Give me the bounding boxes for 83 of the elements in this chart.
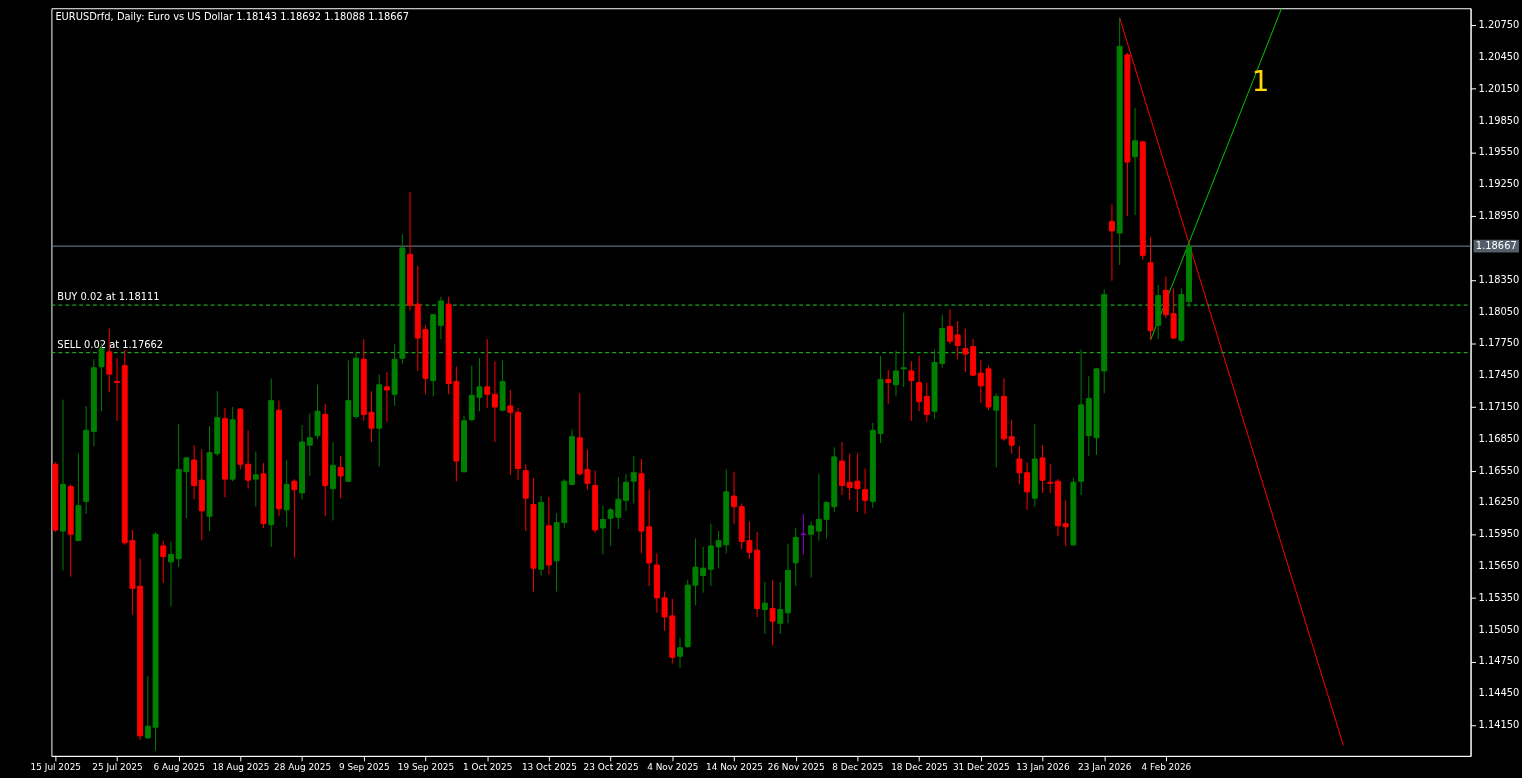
candlestick xyxy=(677,637,683,669)
candlestick xyxy=(252,451,259,508)
x-tick-label: 23 Oct 2025 xyxy=(583,762,639,773)
candlestick xyxy=(168,541,174,607)
x-tick-label: 23 Jan 2026 xyxy=(1078,762,1132,773)
candlestick xyxy=(160,540,167,584)
x-tick-label: 1 Oct 2025 xyxy=(463,762,513,773)
x-tick-label: 31 Dec 2025 xyxy=(952,762,1010,773)
candlestick xyxy=(291,478,298,559)
candlestick xyxy=(1062,499,1069,547)
y-tick-label: 1.16550 xyxy=(1478,464,1520,476)
candlestick xyxy=(630,455,637,504)
candlestick xyxy=(329,441,336,521)
candlestick xyxy=(731,471,737,525)
y-tick-label: 1.20150 xyxy=(1478,82,1520,94)
candlestick xyxy=(769,579,776,647)
candlestick xyxy=(900,312,907,388)
candlestick xyxy=(761,581,768,635)
y-tick-label: 1.17450 xyxy=(1478,369,1520,381)
candlestick xyxy=(1132,107,1139,216)
candlestick xyxy=(808,521,815,579)
candlestick xyxy=(599,505,606,555)
candlestick xyxy=(306,412,313,477)
candlestick xyxy=(1008,419,1015,455)
x-tick-label: 15 Jul 2025 xyxy=(30,762,81,773)
chart-title: EURUSDrfd, Daily: Euro vs US Dollar 1.18143 1.18692 1.18088 1.18667 xyxy=(55,11,410,23)
candlestick xyxy=(507,389,514,476)
candlestick xyxy=(777,581,784,635)
y-tick-label: 1.18350 xyxy=(1478,273,1520,285)
y-tick-label: 1.18950 xyxy=(1478,210,1520,222)
y-tick-label: 1.18050 xyxy=(1478,305,1520,317)
candlestick xyxy=(893,350,899,397)
candlestick xyxy=(946,308,953,345)
x-tick-label: 25 Jul 2025 xyxy=(92,762,143,773)
candlestick xyxy=(114,357,120,422)
candlestick xyxy=(383,371,390,423)
candlestick xyxy=(1047,463,1054,494)
y-tick-label: 1.14150 xyxy=(1478,719,1520,731)
candlestick xyxy=(491,360,498,443)
x-tick-label: 18 Aug 2025 xyxy=(212,762,270,773)
ref-line-label: BUY 0.02 at 1.18111 xyxy=(57,291,160,303)
y-tick-label: 1.15050 xyxy=(1478,623,1520,635)
y-tick-label: 1.14450 xyxy=(1478,687,1520,699)
x-tick-label: 18 Dec 2025 xyxy=(891,762,948,773)
candlestick xyxy=(1108,203,1115,282)
y-tick-label: 1.19850 xyxy=(1478,114,1520,126)
candlestick xyxy=(1039,444,1046,494)
x-tick-label: 4 Feb 2026 xyxy=(1141,762,1192,773)
x-tick-label: 9 Sep 2025 xyxy=(338,762,390,773)
x-tick-label: 13 Oct 2025 xyxy=(521,762,577,773)
y-tick-label: 1.14750 xyxy=(1478,655,1520,667)
y-tick-label: 1.15950 xyxy=(1478,528,1520,540)
y-tick-label: 1.17750 xyxy=(1478,337,1520,349)
x-tick-label: 4 Nov 2025 xyxy=(647,762,699,773)
annotation: 1 xyxy=(1251,65,1270,99)
candlestick xyxy=(908,360,915,422)
candlestick xyxy=(337,455,344,499)
x-tick-label: 8 Dec 2025 xyxy=(832,762,884,773)
candlestick xyxy=(862,468,869,515)
y-tick-label: 1.16250 xyxy=(1478,496,1520,508)
candlestick xyxy=(484,338,491,409)
candlestick xyxy=(623,473,629,512)
candlestick xyxy=(923,382,930,423)
candlestick xyxy=(954,320,961,360)
candlestick xyxy=(916,355,923,412)
y-tick-label: 1.20450 xyxy=(1478,51,1520,62)
y-tick-label: 1.16850 xyxy=(1478,432,1520,444)
x-tick-label: 28 Aug 2025 xyxy=(274,762,332,773)
x-tick-label: 26 Nov 2025 xyxy=(767,762,825,773)
ref-line-label: 1.18667 xyxy=(1475,240,1517,252)
y-tick-label: 1.19250 xyxy=(1478,178,1520,190)
y-tick-label: 1.15350 xyxy=(1478,591,1520,603)
y-tick-label: 1.15650 xyxy=(1478,560,1520,572)
ref-line-label: SELL 0.02 at 1.17662 xyxy=(57,338,164,350)
candlestick xyxy=(885,369,892,405)
x-tick-label: 13 Jan 2026 xyxy=(1016,762,1070,773)
x-tick-label: 6 Aug 2025 xyxy=(153,762,205,773)
candlestick xyxy=(993,392,1000,468)
y-tick-label: 1.19550 xyxy=(1478,146,1520,158)
y-tick-label: 1.17150 xyxy=(1478,400,1520,412)
x-tick-label: 19 Sep 2025 xyxy=(397,762,455,773)
y-tick-label: 1.20750 xyxy=(1478,19,1520,31)
x-tick-label: 14 Nov 2025 xyxy=(706,762,763,773)
